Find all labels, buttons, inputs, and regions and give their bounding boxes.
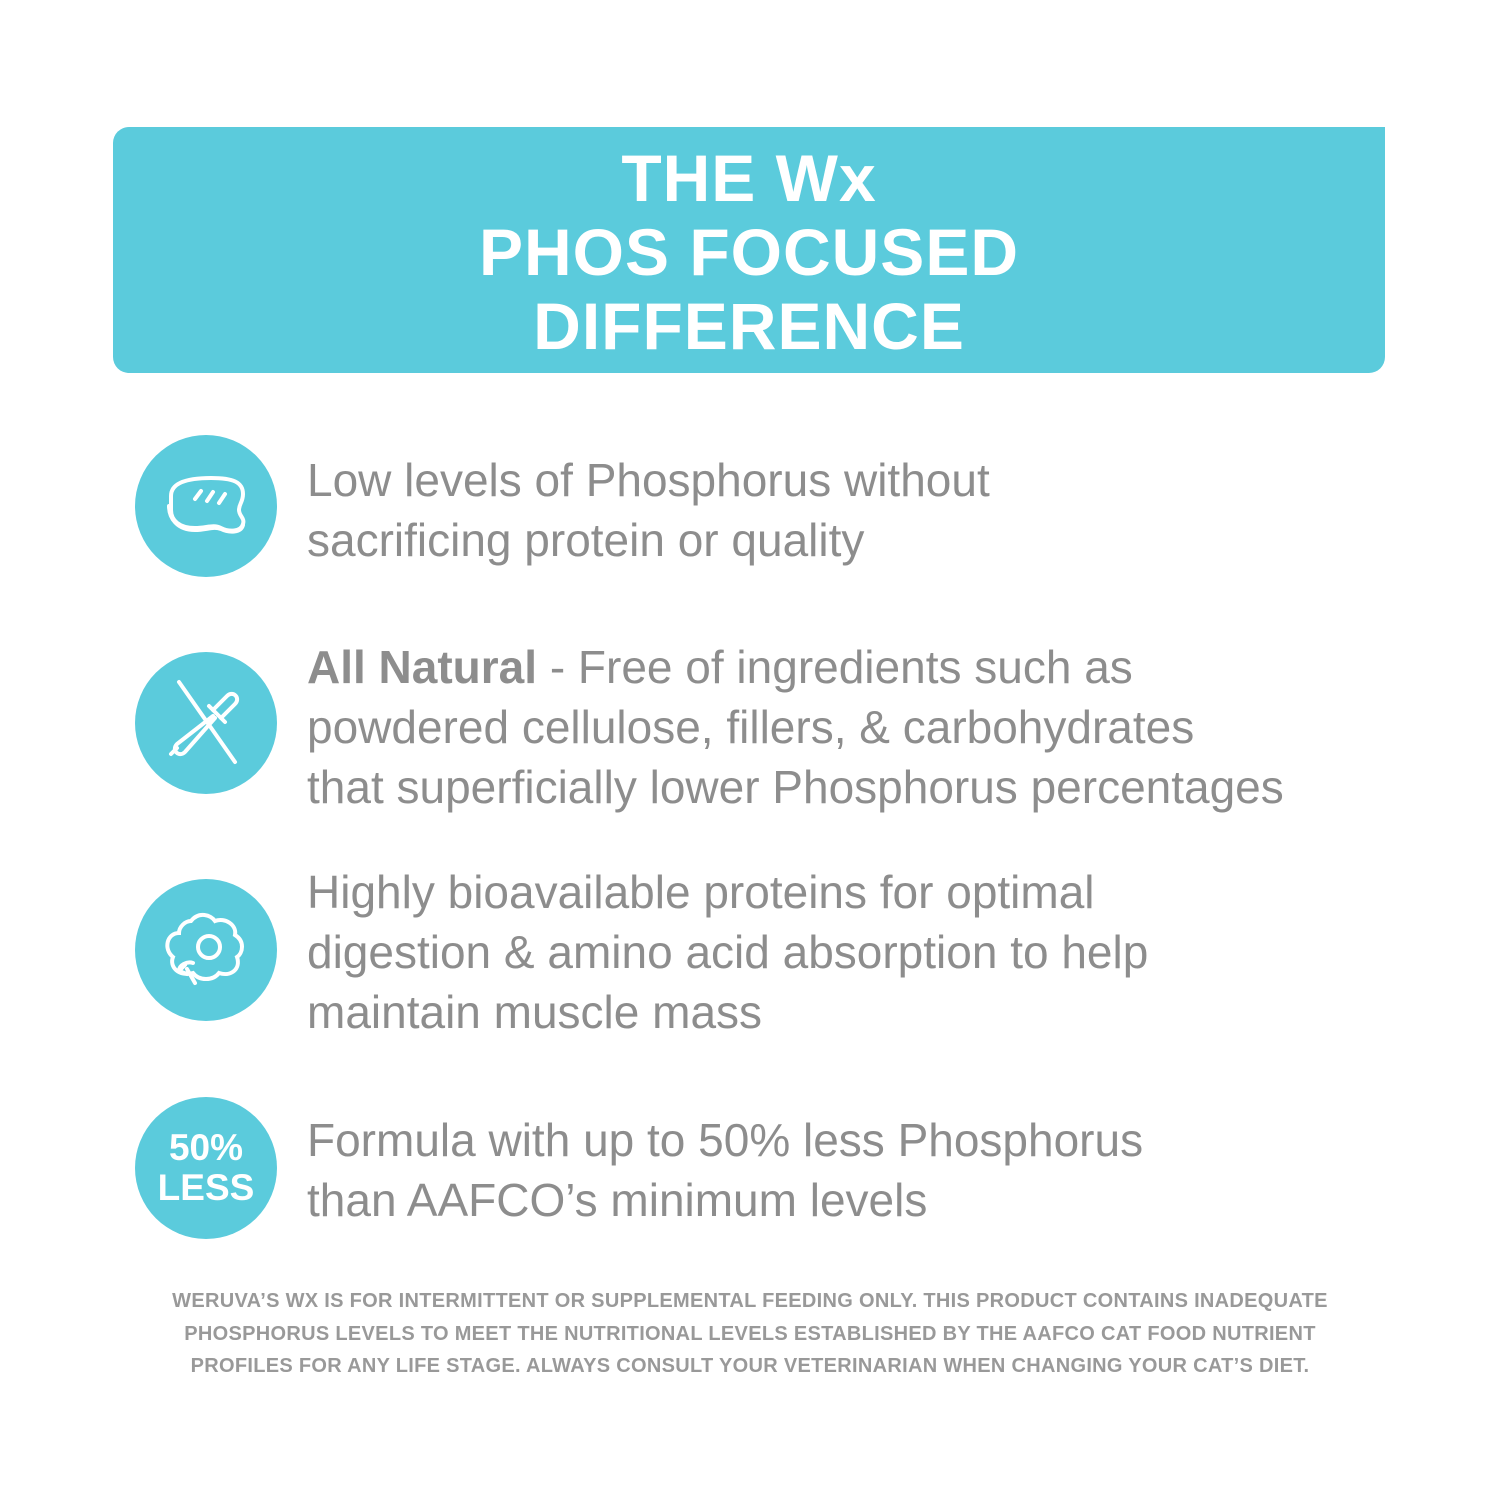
disclaimer: WERUVA’S WX IS FOR INTERMITTENT OR SUPPL…: [0, 1285, 1500, 1383]
feature-line: Formula with up to 50% less Phosphorus: [307, 1114, 1144, 1166]
feature-line: powdered cellulose, fillers, & carbohydr…: [307, 701, 1195, 753]
feature-line: Highly bioavailable proteins for optimal: [307, 866, 1095, 918]
disclaimer-line: WERUVA’S WX IS FOR INTERMITTENT OR SUPPL…: [172, 1290, 1328, 1312]
title-line: THE Wx: [621, 141, 877, 215]
feature-line: - Free of ingredients such as: [537, 641, 1133, 693]
title-line: PHOS FOCUSED: [478, 215, 1020, 289]
feature-text: All Natural - Free of ingredients such a…: [307, 637, 1284, 817]
no-dropper-icon: [135, 652, 277, 794]
badge-less: LESS: [157, 1167, 255, 1208]
feature-bold-label: All Natural: [307, 641, 538, 693]
percent-badge: 50% LESS: [135, 1097, 277, 1239]
egg-icon: [135, 879, 277, 1021]
feature-text: Formula with up to 50% less Phosphorus t…: [307, 1110, 1143, 1230]
feature-line: than AAFCO’s minimum levels: [307, 1174, 928, 1226]
feature-line: Low levels of Phosphorus without: [307, 454, 990, 506]
badge-percent: 50%: [168, 1127, 244, 1168]
title-banner: THE Wx PHOS FOCUSED DIFFERENCE: [113, 127, 1385, 373]
disclaimer-line: PHOSPHORUS LEVELS TO MEET THE NUTRITIONA…: [184, 1322, 1316, 1345]
feature-line: sacrificing protein or quality: [307, 514, 865, 566]
steak-icon: [135, 435, 277, 577]
feature-line: that superficially lower Phosphorus perc…: [307, 761, 1284, 813]
title-line: DIFFERENCE: [533, 289, 965, 363]
feature-line: maintain muscle mass: [307, 986, 763, 1038]
feature-text: Low levels of Phosphorus without sacrifi…: [307, 450, 990, 570]
feature-line: digestion & amino acid absorption to hel…: [307, 926, 1149, 978]
disclaimer-line: PROFILES FOR ANY LIFE STAGE. ALWAYS CONS…: [190, 1355, 1310, 1377]
feature-text: Highly bioavailable proteins for optimal…: [307, 862, 1148, 1042]
